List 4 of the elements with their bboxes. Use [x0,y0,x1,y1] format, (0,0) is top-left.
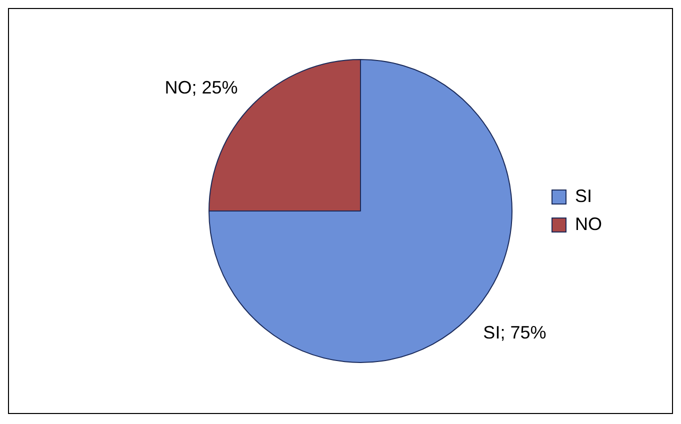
legend-label: SI [575,186,592,206]
data-label: SI; 75% [483,322,546,343]
data-label: NO; 25% [164,77,238,98]
legend-label: NO [575,214,602,234]
